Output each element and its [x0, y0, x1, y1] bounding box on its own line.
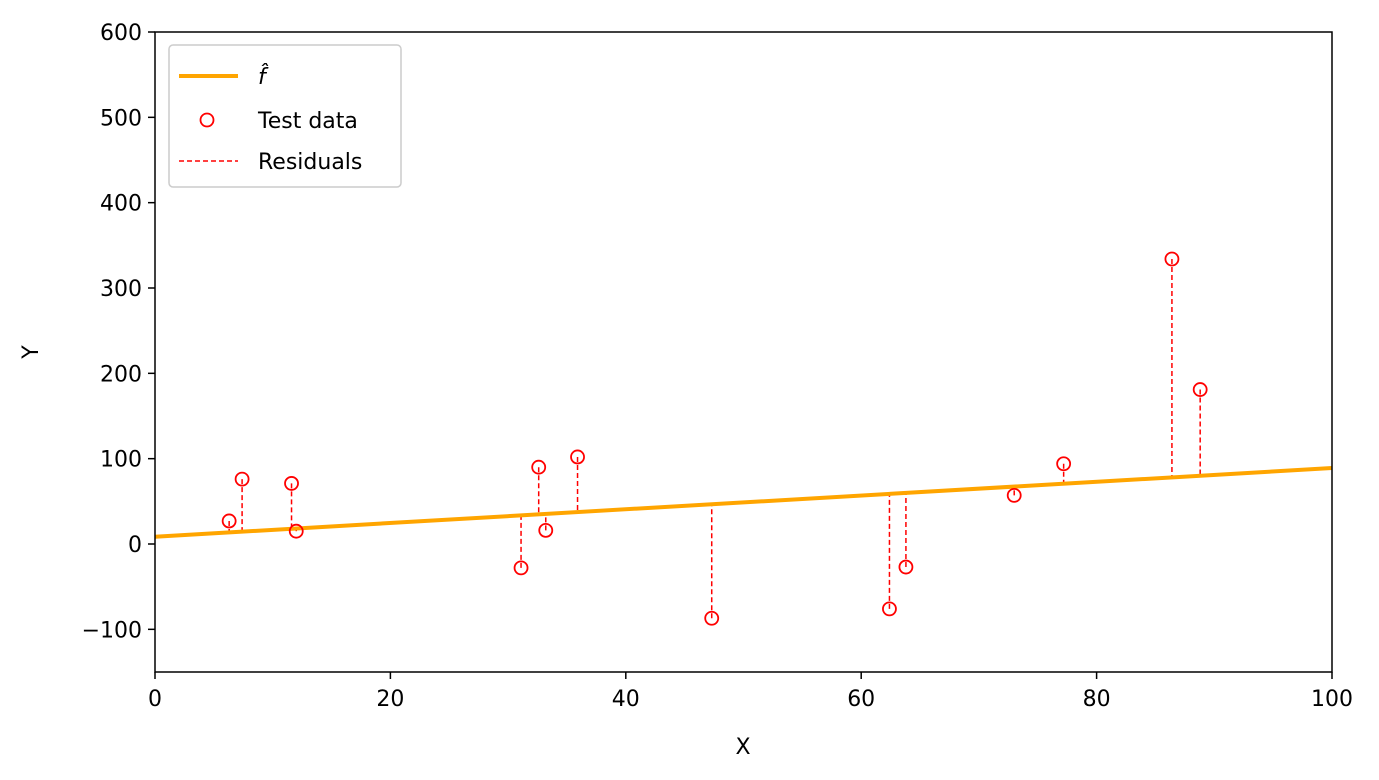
test-data-point — [570, 449, 585, 465]
legend-test-data-label: Test data — [257, 109, 358, 134]
y-axis: −100 0 100 200 300 400 500 600 — [82, 21, 155, 643]
legend-box — [168, 44, 402, 188]
x-tick-label: 80 — [1083, 687, 1111, 712]
y-tick-label: 200 — [100, 362, 142, 387]
y-tick-label: 300 — [100, 277, 142, 302]
test-data-point — [284, 476, 299, 491]
test-data-point — [1056, 456, 1072, 472]
test-data-point — [531, 459, 547, 475]
y-axis-title: Y — [19, 345, 44, 360]
x-axis-title: X — [735, 735, 750, 760]
x-tick-label: 40 — [612, 687, 640, 712]
legend: f̂ Test data Residuals — [168, 44, 402, 188]
test-data-point — [513, 560, 529, 576]
test-data-point — [1006, 487, 1022, 503]
fit-line-layer — [154, 466, 1333, 539]
x-tick-label: 20 — [376, 687, 404, 712]
y-tick-label: 600 — [100, 21, 142, 46]
plot-frame — [154, 31, 1333, 673]
fit-line — [154, 466, 1333, 539]
test-data-point — [898, 559, 914, 575]
test-data-point — [882, 601, 897, 617]
y-tick-label: 100 — [100, 448, 142, 473]
test-data-point — [1164, 251, 1180, 267]
x-tick-label: 100 — [1311, 687, 1353, 712]
test-data-point — [1192, 382, 1208, 397]
y-tick-label: 0 — [128, 533, 142, 558]
test-data-point — [234, 471, 250, 487]
test-data-point — [288, 523, 304, 539]
x-axis: 0 20 40 60 80 100 — [148, 672, 1353, 712]
y-tick-label: 500 — [100, 106, 142, 131]
y-tick-label: −100 — [82, 618, 142, 643]
test-data-point — [538, 522, 554, 538]
test-data-point — [704, 610, 720, 626]
x-tick-label: 60 — [847, 687, 875, 712]
test-data-point — [221, 513, 237, 529]
legend-residuals-label: Residuals — [258, 150, 362, 175]
y-tick-label: 400 — [100, 192, 142, 217]
x-tick-label: 0 — [148, 687, 162, 712]
test-data-layer — [221, 251, 1208, 626]
legend-fit-line-label: f̂ — [258, 64, 269, 90]
legend-test-data-swatch — [199, 112, 215, 128]
